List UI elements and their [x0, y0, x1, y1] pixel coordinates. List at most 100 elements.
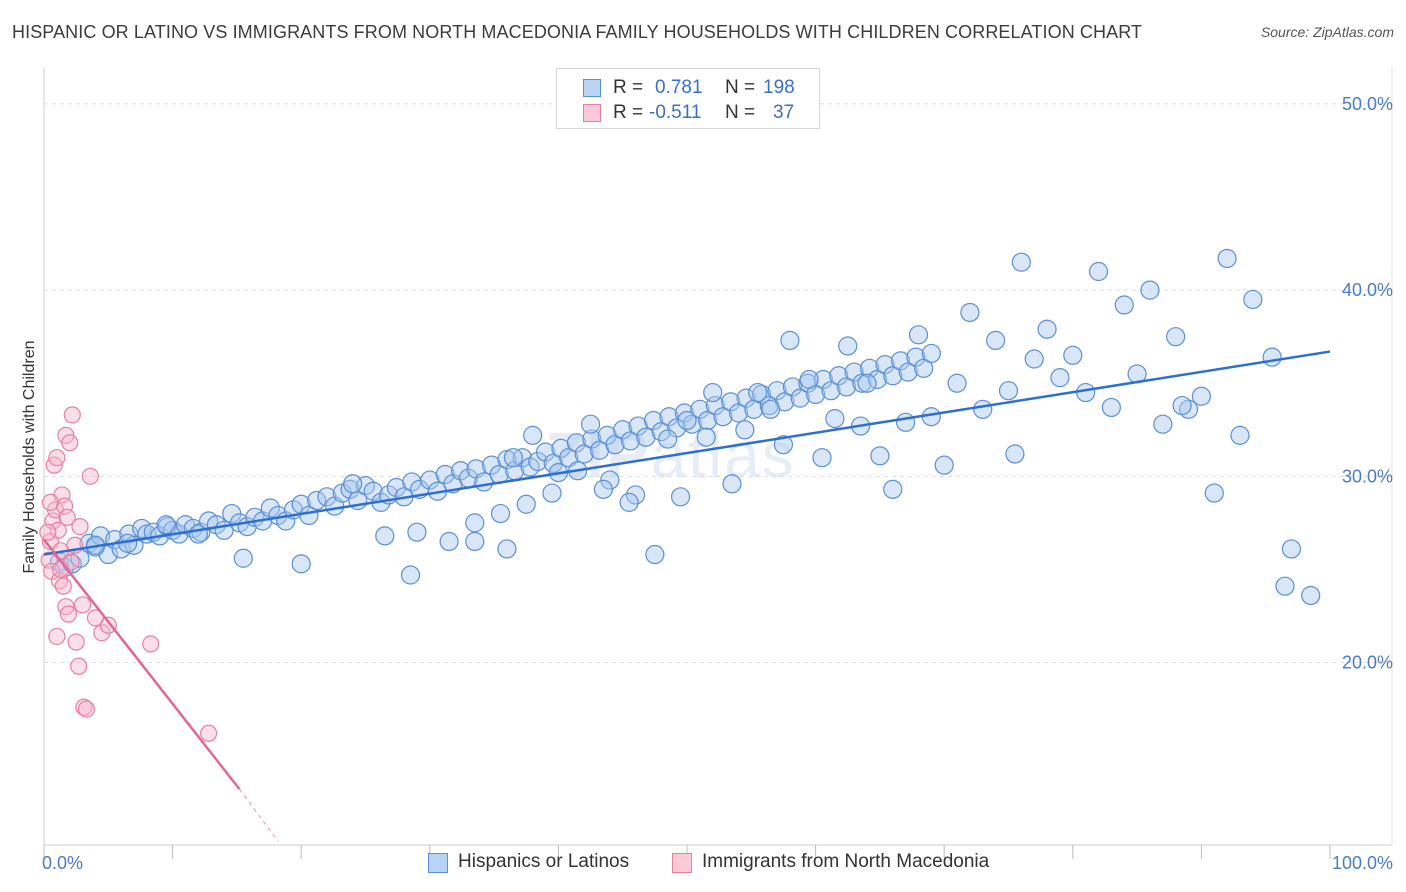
hispanic-point — [523, 425, 543, 445]
hispanic-point — [670, 487, 691, 507]
hispanic-point — [1153, 414, 1173, 434]
bottom-legend-label: Hispanics or Latinos — [458, 851, 630, 872]
chart-title: HISPANIC OR LATINO VS IMMIGRANTS FROM NO… — [12, 22, 1143, 42]
hispanic-point — [821, 381, 841, 401]
hispanic-point — [836, 377, 857, 397]
hispanic-point — [812, 448, 832, 468]
hispanic-point — [233, 548, 253, 568]
gridlines — [44, 103, 1392, 664]
hispanic-point — [883, 366, 903, 386]
hispanic-point — [600, 470, 620, 490]
bottom-legend-swatch-pink — [672, 853, 692, 873]
macedonia-point — [75, 698, 93, 716]
hispanic-point — [503, 448, 523, 468]
hispanic-point — [1166, 327, 1186, 347]
hispanic-point — [156, 515, 176, 535]
hispanic-point — [799, 369, 819, 390]
macedonia-point — [48, 627, 66, 646]
hispanic-point — [1076, 382, 1096, 403]
hispanic-point — [516, 494, 536, 514]
hispanic-point — [1024, 349, 1044, 369]
hispanic-point — [844, 362, 864, 382]
hispanic-point — [1243, 289, 1263, 310]
hispanic-point — [1281, 539, 1302, 559]
hispanic-point — [890, 351, 911, 371]
hispanic-point — [1230, 425, 1250, 445]
y-tick-label: 20.0% — [1342, 653, 1393, 673]
hispanic-point — [645, 544, 665, 565]
legend-r-label: R = — [613, 77, 644, 98]
macedonia-point — [55, 497, 74, 515]
legend-n-value: 198 — [763, 77, 795, 98]
hispanic-trend-line — [43, 350, 1331, 556]
hispanic-point — [613, 420, 633, 440]
hispanic-point — [497, 449, 517, 470]
hispanic-point — [870, 446, 890, 466]
y-axis-label: Family Households with Children — [21, 341, 38, 574]
macedonia-point — [44, 512, 62, 530]
macedonia-point — [200, 724, 218, 742]
hispanic-point — [375, 526, 395, 546]
hispanic-point — [898, 362, 918, 382]
macedonia-trend-extension — [238, 788, 279, 842]
hispanic-point — [451, 461, 471, 481]
hispanic-point — [790, 388, 810, 408]
tick-labels: 20.0% 30.0% 40.0% 50.0% 0.0% 100.0% — [42, 94, 1393, 873]
legend-swatch-blue — [583, 79, 601, 97]
macedonia-point — [77, 700, 96, 718]
y-tick-label: 50.0% — [1342, 94, 1393, 114]
hispanic-point — [605, 435, 625, 455]
hispanic-point — [659, 407, 679, 427]
hispanic-point — [767, 381, 787, 401]
legend-r-value: 0.781 — [655, 77, 703, 98]
correlation-legend: R = 0.781 N = 198 R = -0.511 N = 37 — [556, 68, 820, 129]
hispanic-point — [260, 498, 280, 518]
hispanic-point — [736, 388, 756, 408]
hispanic-point — [343, 474, 363, 494]
macedonia-point — [99, 616, 117, 634]
hispanic-point — [1204, 483, 1224, 503]
macedonia-point — [70, 657, 88, 675]
macedonia-point — [63, 406, 81, 424]
hispanic-point — [1101, 397, 1121, 418]
legend-r-label: R = — [613, 102, 644, 123]
x-tick-label: 100.0% — [1332, 853, 1393, 873]
hispanic-point — [439, 531, 459, 552]
hispanic-point — [690, 399, 710, 419]
hispanic-point — [625, 485, 646, 505]
hispanic-point — [914, 358, 934, 378]
hispanic-point — [658, 429, 678, 449]
trend-lines — [43, 350, 1331, 842]
hispanic-point — [883, 479, 903, 499]
hispanic-point — [580, 414, 601, 434]
hispanic-point — [721, 392, 741, 412]
source-label: Source: ZipAtlas.com — [1260, 24, 1394, 40]
hispanic-point — [677, 410, 697, 431]
hispanic-point — [760, 399, 781, 419]
bottom-legend-label: Immigrants from North Macedonia — [702, 851, 990, 872]
hispanic-point — [696, 427, 716, 447]
hispanic-point — [860, 358, 880, 378]
hispanic-point — [132, 518, 152, 539]
hispanic-point — [490, 503, 511, 524]
hispanic-point — [813, 369, 833, 390]
hispanic-point — [697, 410, 718, 431]
hispanic-point — [960, 302, 980, 323]
hispanic-point — [620, 431, 641, 451]
y-tick-label: 40.0% — [1342, 280, 1393, 300]
hispanic-point — [857, 373, 877, 393]
macedonia-point — [71, 518, 89, 536]
macedonia-point — [40, 551, 58, 569]
hispanic-point — [986, 330, 1006, 351]
legend-n-value: 37 — [773, 102, 795, 123]
hispanic-point — [728, 403, 749, 423]
hispanic-point — [973, 399, 993, 419]
hispanic-point — [674, 403, 695, 423]
legend-n-label: N = — [725, 77, 756, 98]
hispanic-point — [735, 420, 755, 440]
hispanic-point — [619, 492, 639, 512]
hispanic-point — [643, 410, 664, 431]
hispanic-point — [363, 481, 383, 501]
hispanic-point — [1262, 347, 1282, 367]
